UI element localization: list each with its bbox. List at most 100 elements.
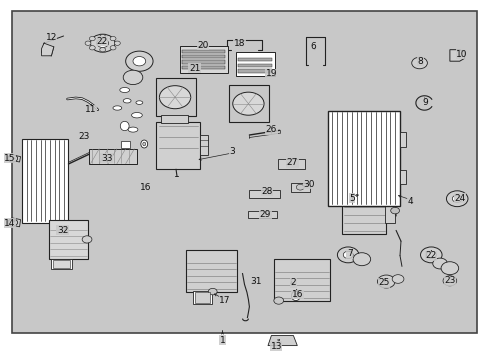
Circle shape — [110, 46, 116, 50]
Bar — [248, 211, 276, 218]
Bar — [199, 135, 208, 155]
Text: 13: 13 — [270, 342, 282, 351]
Circle shape — [432, 258, 447, 269]
Circle shape — [8, 219, 18, 226]
Text: 16: 16 — [140, 184, 151, 193]
Text: 20: 20 — [197, 41, 208, 50]
Text: 16: 16 — [291, 290, 303, 299]
Circle shape — [8, 155, 18, 162]
Ellipse shape — [141, 140, 147, 148]
Polygon shape — [41, 43, 54, 56]
Polygon shape — [267, 336, 297, 346]
Text: 3: 3 — [229, 147, 235, 156]
Bar — [182, 50, 225, 53]
Text: 26: 26 — [265, 125, 277, 134]
Circle shape — [446, 191, 467, 207]
Bar — [51, 259, 72, 269]
Bar — [155, 78, 195, 116]
Text: 10: 10 — [455, 50, 467, 59]
Bar — [53, 260, 70, 268]
Bar — [238, 58, 272, 61]
Circle shape — [133, 57, 145, 66]
Bar — [182, 66, 225, 69]
Text: 17: 17 — [219, 296, 230, 305]
Text: 27: 27 — [286, 158, 298, 167]
Text: 25: 25 — [377, 278, 389, 287]
Circle shape — [442, 276, 456, 286]
Ellipse shape — [293, 294, 297, 298]
Text: 22: 22 — [425, 251, 436, 260]
Bar — [399, 132, 405, 147]
Ellipse shape — [113, 106, 122, 110]
Circle shape — [390, 207, 399, 214]
Circle shape — [337, 247, 358, 263]
Text: 19: 19 — [265, 69, 277, 78]
Bar — [156, 122, 200, 169]
Circle shape — [90, 34, 115, 52]
Bar — [121, 141, 130, 148]
Bar — [327, 111, 399, 206]
Bar — [195, 292, 209, 303]
Polygon shape — [11, 155, 20, 162]
Bar — [22, 139, 68, 223]
Text: 23: 23 — [443, 276, 455, 285]
Text: 5: 5 — [348, 194, 354, 202]
Ellipse shape — [128, 127, 138, 132]
Text: 28: 28 — [261, 187, 272, 196]
Bar — [235, 52, 274, 76]
Text: 31: 31 — [249, 277, 261, 286]
Text: 21: 21 — [188, 64, 200, 73]
Circle shape — [296, 184, 304, 190]
Bar — [277, 159, 304, 169]
Circle shape — [420, 247, 441, 263]
Bar — [228, 85, 268, 122]
Circle shape — [89, 36, 95, 41]
Bar — [185, 250, 237, 292]
Text: 32: 32 — [57, 226, 68, 235]
Circle shape — [440, 262, 458, 275]
Ellipse shape — [142, 142, 145, 146]
Ellipse shape — [120, 87, 129, 93]
Circle shape — [82, 236, 92, 243]
Ellipse shape — [123, 99, 131, 103]
Text: 22: 22 — [96, 37, 107, 46]
Circle shape — [426, 251, 435, 258]
Text: 18: 18 — [233, 39, 245, 48]
Circle shape — [159, 86, 190, 109]
Text: 30: 30 — [303, 180, 314, 189]
Circle shape — [125, 51, 153, 71]
Bar — [12, 11, 476, 333]
Circle shape — [85, 41, 91, 45]
Ellipse shape — [120, 121, 129, 131]
Text: 24: 24 — [453, 194, 465, 202]
Circle shape — [123, 70, 142, 85]
Text: 11: 11 — [84, 105, 96, 114]
Circle shape — [97, 39, 108, 48]
Circle shape — [451, 195, 461, 202]
Circle shape — [343, 251, 352, 258]
Text: 9: 9 — [422, 98, 427, 107]
Text: 14: 14 — [4, 219, 16, 228]
Text: 33: 33 — [101, 154, 112, 163]
Text: 2: 2 — [290, 278, 296, 287]
Circle shape — [352, 253, 370, 266]
Bar — [180, 46, 227, 73]
Bar — [182, 60, 225, 64]
Bar — [238, 64, 272, 67]
Text: 4: 4 — [407, 197, 413, 206]
Text: 7: 7 — [346, 249, 352, 258]
Text: 12: 12 — [45, 33, 57, 42]
Polygon shape — [11, 218, 20, 227]
Polygon shape — [449, 50, 464, 61]
Circle shape — [232, 92, 264, 115]
Text: 1: 1 — [219, 336, 225, 345]
Bar — [290, 183, 309, 192]
Bar — [385, 202, 394, 223]
Ellipse shape — [291, 291, 300, 301]
Circle shape — [100, 48, 105, 52]
Text: 8: 8 — [417, 57, 423, 66]
Bar — [249, 190, 279, 198]
Bar — [161, 115, 188, 123]
Bar — [342, 184, 386, 234]
Ellipse shape — [131, 112, 142, 118]
